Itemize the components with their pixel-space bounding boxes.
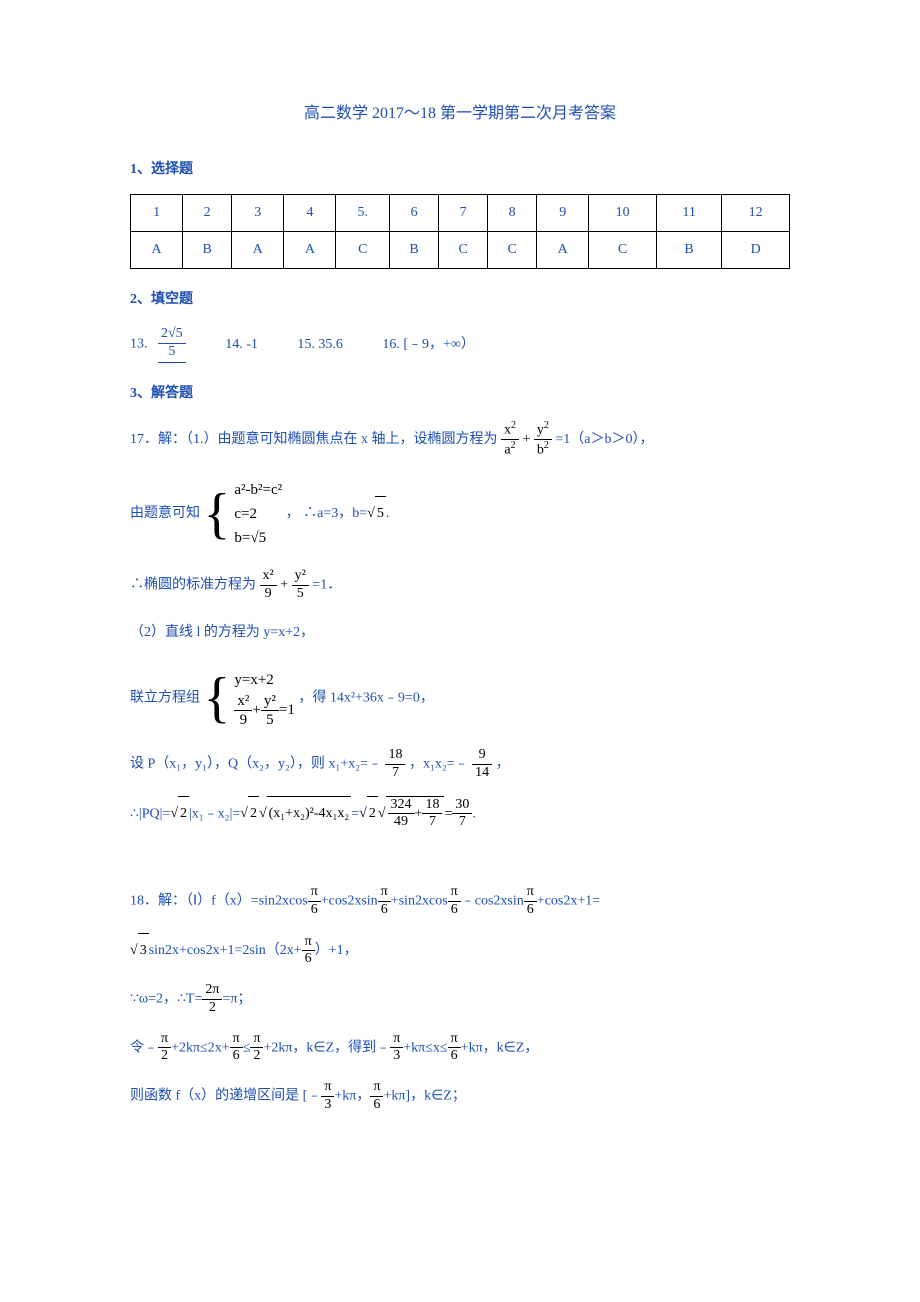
cell: D <box>722 231 790 268</box>
brace-icon: { <box>204 673 231 723</box>
cell: 5. <box>336 194 390 231</box>
cell: C <box>488 231 537 268</box>
q13: 13. 2√5 5 <box>130 326 186 363</box>
cell: A <box>131 231 183 268</box>
page-title: 高二数学 2017～18 第一学期第二次月考答案 <box>130 100 790 129</box>
cell: A <box>284 231 336 268</box>
q14: 14. -1 <box>225 332 258 357</box>
brace-lines: y=x+2 x²9+y²5=1 <box>234 668 294 729</box>
q17-line5: 联立方程组 { y=x+2 x²9+y²5=1 ，得 14x²+36x﹣9=0， <box>130 664 790 733</box>
section1-header: 1、选择题 <box>130 157 790 182</box>
cell: 2 <box>183 194 232 231</box>
cell: 3 <box>232 194 284 231</box>
brace-icon: { <box>204 489 231 539</box>
text: =1． <box>312 577 341 592</box>
q18-line5: 则函数 f（x）的递增区间是 [﹣π3+kπ，π6+kπ]，k∈Z； <box>130 1079 790 1114</box>
brace-group: { a²-b²=c² c=2 b=√5 <box>204 478 283 550</box>
q17-line6: 设 P（x₁，y₁），Q（x₂，y₂），则 x₁+x₂=﹣ 187 ，x₁x₂=… <box>130 747 790 782</box>
text: =1（a＞b＞0）， <box>555 432 653 447</box>
q17-line7: ∴|PQ|=2|x₁﹣x₂|=2(x₁+x₂)²-4x₁x₂=232449+18… <box>130 796 790 832</box>
text: 联立方程组 <box>130 691 200 706</box>
page: 高二数学 2017～18 第一学期第二次月考答案 1、选择题 1 2 3 4 5… <box>0 0 920 1188</box>
cell: C <box>336 231 390 268</box>
q15: 15. 35.6 <box>297 332 343 357</box>
plus: + <box>523 432 531 447</box>
q18-line2: 3sin2x+cos2x+1=2sin（2x+π6）+1， <box>130 933 790 968</box>
cell: 4 <box>284 194 336 231</box>
frac: y2 b2 <box>534 420 552 460</box>
q18-line3: ∵ω=2，∴T=2π2=π； <box>130 982 790 1017</box>
brace-lines: a²-b²=c² c=2 b=√5 <box>234 478 282 550</box>
cell: 11 <box>656 194 721 231</box>
cell: 10 <box>589 194 657 231</box>
text: 由题意可知 <box>130 506 200 521</box>
text: 17．解：（1.）由题意可知椭圆焦点在 x 轴上，设椭圆方程为 <box>130 432 498 447</box>
text: 设 P（x₁，y₁），Q（x₂，y₂），则 x₁+x₂=﹣ <box>130 757 382 772</box>
cell: B <box>656 231 721 268</box>
q17-line4: （2）直线 l 的方程为 y=x+2， <box>130 616 790 650</box>
brace-group: { y=x+2 x²9+y²5=1 <box>204 668 295 729</box>
frac: x2 a2 <box>501 420 519 460</box>
text: ，x₁x₂=﹣ <box>409 757 469 772</box>
text: ， ∴a=3，b= <box>286 506 368 521</box>
cell: A <box>537 231 589 268</box>
cell: A <box>232 231 284 268</box>
cell: 8 <box>488 194 537 231</box>
q18-line1: 18．解：（Ⅰ）f（x）=sin2xcosπ6+cos2xsinπ6+sin2x… <box>130 884 790 919</box>
section2-header: 2、填空题 <box>130 287 790 312</box>
cell: 7 <box>439 194 488 231</box>
cell: 1 <box>131 194 183 231</box>
cell: B <box>183 231 232 268</box>
cell: B <box>390 231 439 268</box>
answer-table: 1 2 3 4 5. 6 7 8 9 10 11 12 A B A A C B … <box>130 194 790 269</box>
q16: 16. [﹣9，+∞） <box>382 332 475 357</box>
fill-row: 13. 2√5 5 14. -1 15. 35.6 16. [﹣9，+∞） <box>130 326 790 363</box>
cell: C <box>439 231 488 268</box>
q13-frac: 2√5 5 <box>158 326 186 361</box>
q17-line2: 由题意可知 { a²-b²=c² c=2 b=√5 ， ∴a=3，b=5. <box>130 474 790 554</box>
text: ∴椭圆的标准方程为 <box>130 577 256 592</box>
cell: 12 <box>722 194 790 231</box>
table-row: A B A A C B C C A C B D <box>131 231 790 268</box>
section3-header: 3、解答题 <box>130 381 790 406</box>
text: ，得 14x²+36x﹣9=0， <box>298 691 434 706</box>
q13-label: 13. <box>130 337 148 352</box>
table-row: 1 2 3 4 5. 6 7 8 9 10 11 12 <box>131 194 790 231</box>
cell: C <box>589 231 657 268</box>
cell: 6 <box>390 194 439 231</box>
q17-line1: 17．解：（1.）由题意可知椭圆焦点在 x 轴上，设椭圆方程为 x2 a2 + … <box>130 420 790 460</box>
q18-line4: 令﹣π2+2kπ≤2x+π6≤π2+2kπ，k∈Z，得到﹣π3+kπ≤x≤π6+… <box>130 1031 790 1066</box>
q17-line3: ∴椭圆的标准方程为 x²9 + y²5 =1． <box>130 568 790 603</box>
cell: 9 <box>537 194 589 231</box>
